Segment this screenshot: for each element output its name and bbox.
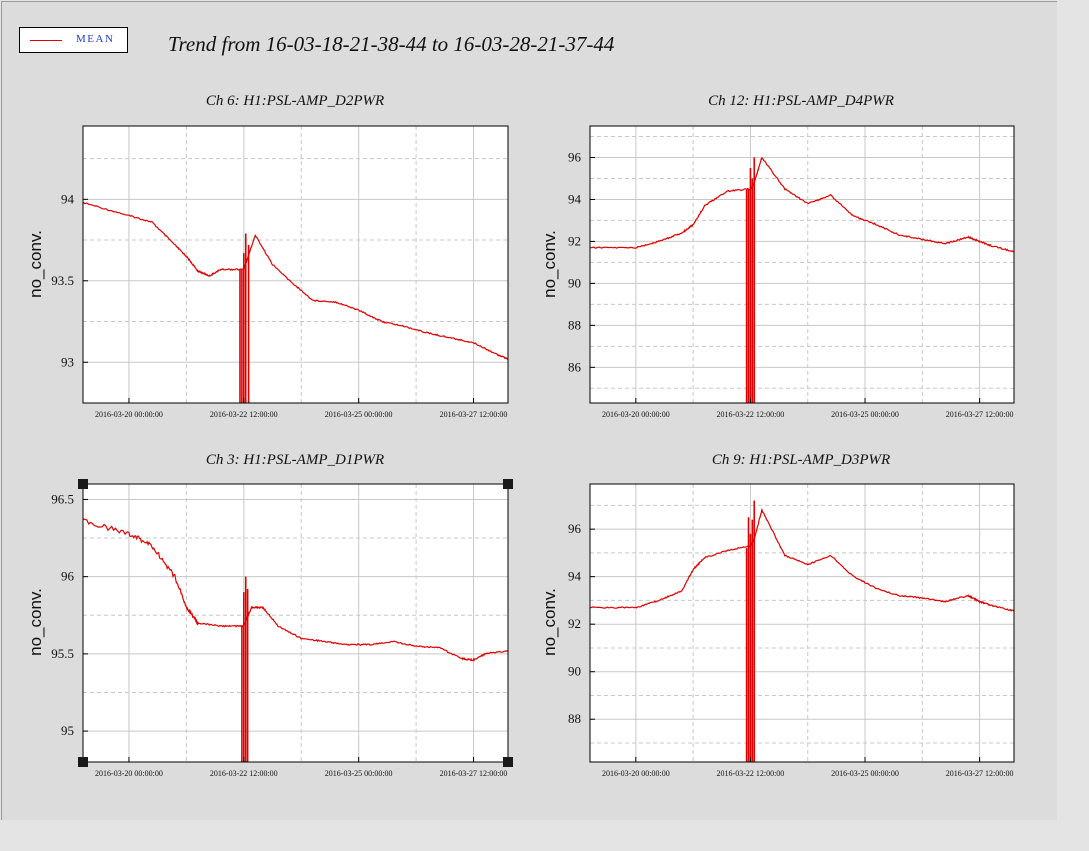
y-tick-label: 88 <box>568 711 581 726</box>
y-tick-label: 96 <box>568 521 582 536</box>
x-tick-label: 2016-03-22 12:00:00 <box>717 769 785 778</box>
x-tick-label: 2016-03-22 12:00:00 <box>210 769 278 778</box>
legend-label: MEAN <box>76 33 115 45</box>
x-tick-label: 2016-03-25 00:00:00 <box>325 410 393 419</box>
resize-handle[interactable] <box>503 479 513 489</box>
series-line-ch6 <box>82 201 509 360</box>
y-tick-label: 94 <box>61 191 75 206</box>
series-line-ch9 <box>589 507 1015 612</box>
legend: MEAN <box>19 27 128 53</box>
y-tick-label: 88 <box>568 317 581 332</box>
y-tick-label: 95 <box>61 723 74 738</box>
plot-area-ch3 <box>83 484 508 762</box>
y-tick-label: 90 <box>568 664 581 679</box>
y-tick-label: 94 <box>568 191 582 206</box>
x-tick-label: 2016-03-22 12:00:00 <box>717 410 785 419</box>
x-tick-label: 2016-03-27 12:00:00 <box>440 769 508 778</box>
y-tick-label: 92 <box>568 233 581 248</box>
selection-handles[interactable] <box>78 479 513 767</box>
plot-area-ch9 <box>590 484 1014 762</box>
y-tick-label: 94 <box>568 569 582 584</box>
x-tick-label: 2016-03-25 00:00:00 <box>831 769 899 778</box>
x-tick-label: 2016-03-27 12:00:00 <box>946 410 1014 419</box>
plot-area-ch6 <box>83 126 508 403</box>
x-tick-label: 2016-03-20 00:00:00 <box>95 769 163 778</box>
plot-area-ch12 <box>590 126 1014 403</box>
panel-title-ch9: Ch 9: H1:PSL-AMP_D3PWR <box>711 452 891 468</box>
resize-handle[interactable] <box>78 479 88 489</box>
x-tick-label: 2016-03-27 12:00:00 <box>946 769 1014 778</box>
x-tick-label: 2016-03-25 00:00:00 <box>831 410 899 419</box>
legend-line-swatch <box>30 40 62 41</box>
y-tick-label: 93.5 <box>51 273 74 288</box>
resize-handle[interactable] <box>78 757 88 767</box>
chart-panel-ch9[interactable]: 88 90 92 94 96 2016-03-20 00:00:00 2016-03-22 … <box>568 483 1015 778</box>
y-tick-label: 93 <box>61 354 74 369</box>
x-tick-label: 2016-03-20 00:00:00 <box>602 410 670 419</box>
x-tick-label: 2016-03-20 00:00:00 <box>602 769 670 778</box>
x-tick-label: 2016-03-20 00:00:00 <box>95 410 163 419</box>
chart-panel-ch12[interactable]: 86 88 90 92 94 96 2016-03-20 00:00:00 2016-03-2… <box>568 125 1015 419</box>
y-tick-label: 96 <box>568 149 582 164</box>
panel-title-ch3: Ch 3: H1:PSL-AMP_D1PWR <box>205 452 385 468</box>
x-tick-label: 2016-03-27 12:00:00 <box>440 410 508 419</box>
y-tick-label: 95.5 <box>51 646 74 661</box>
plot-frame-ch6 <box>82 125 509 404</box>
chart-panel-ch3[interactable]: 95 95.5 96 96.5 2016-03-20 00:00:00 2016-03-2… <box>51 483 509 778</box>
plot-frame-ch9 <box>589 483 1015 763</box>
x-tick-label: 2016-03-22 12:00:00 <box>210 410 278 419</box>
chart-panel-ch6[interactable]: 93 93.5 94 2016-03-20 00:00:00 2016-03-22 12… <box>51 125 509 419</box>
series-line-ch12 <box>589 157 1015 253</box>
y-tick-label: 92 <box>568 616 581 631</box>
page-title: Trend from 16-03-18-21-38-44 to 16-03-28… <box>168 32 615 56</box>
panel-title-ch12: Ch 12: H1:PSL-AMP_D4PWR <box>708 93 894 109</box>
x-tick-label: 2016-03-25 00:00:00 <box>325 769 393 778</box>
y-tick-label: 90 <box>568 275 581 290</box>
resize-handle[interactable] <box>503 757 513 767</box>
y-tick-label: 96 <box>61 569 75 584</box>
plot-frame-ch12 <box>589 125 1015 404</box>
series-line-ch3 <box>82 518 509 662</box>
panel-title-ch6: Ch 6: H1:PSL-AMP_D2PWR <box>205 93 385 109</box>
y-tick-label: 86 <box>568 359 582 374</box>
y-tick-label: 96.5 <box>51 491 74 506</box>
plot-frame-ch3 <box>82 483 509 763</box>
